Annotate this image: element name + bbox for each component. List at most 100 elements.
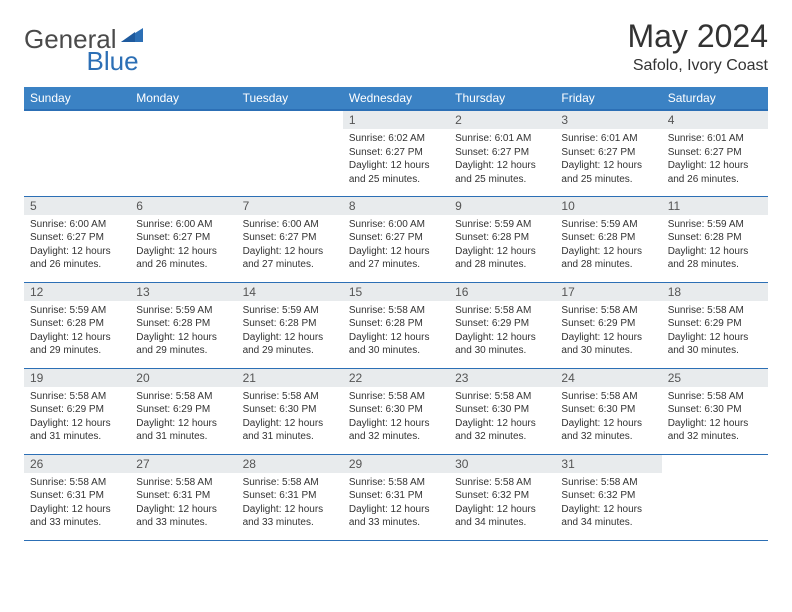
day-header-wednesday: Wednesday [343,87,449,110]
day-number: 7 [237,197,343,215]
day-number: 14 [237,283,343,301]
day-number: 11 [662,197,768,215]
day-number: 13 [130,283,236,301]
day-number: 21 [237,369,343,387]
day-cell: 26Sunrise: 5:58 AMSunset: 6:31 PMDayligh… [24,454,130,540]
day-number: 9 [449,197,555,215]
location: Safolo, Ivory Coast [627,57,768,75]
day-content: Sunrise: 5:58 AMSunset: 6:29 PMDaylight:… [555,301,661,362]
day-number: 16 [449,283,555,301]
day-cell: 6Sunrise: 6:00 AMSunset: 6:27 PMDaylight… [130,196,236,282]
day-content: Sunrise: 6:00 AMSunset: 6:27 PMDaylight:… [237,215,343,276]
day-number: 24 [555,369,661,387]
calendar-week: 1Sunrise: 6:02 AMSunset: 6:27 PMDaylight… [24,110,768,196]
day-number: 3 [555,111,661,129]
day-cell: 5Sunrise: 6:00 AMSunset: 6:27 PMDaylight… [24,196,130,282]
day-cell: 21Sunrise: 5:58 AMSunset: 6:30 PMDayligh… [237,368,343,454]
day-cell: 30Sunrise: 5:58 AMSunset: 6:32 PMDayligh… [449,454,555,540]
day-header-saturday: Saturday [662,87,768,110]
day-content: Sunrise: 5:58 AMSunset: 6:30 PMDaylight:… [662,387,768,448]
day-header-tuesday: Tuesday [237,87,343,110]
day-cell: 20Sunrise: 5:58 AMSunset: 6:29 PMDayligh… [130,368,236,454]
day-header-friday: Friday [555,87,661,110]
day-content: Sunrise: 6:01 AMSunset: 6:27 PMDaylight:… [449,129,555,190]
day-header-monday: Monday [130,87,236,110]
day-content: Sunrise: 6:02 AMSunset: 6:27 PMDaylight:… [343,129,449,190]
day-number: 30 [449,455,555,473]
day-number: 31 [555,455,661,473]
day-cell: 3Sunrise: 6:01 AMSunset: 6:27 PMDaylight… [555,110,661,196]
day-header-row: SundayMondayTuesdayWednesdayThursdayFrid… [24,87,768,110]
day-cell: 31Sunrise: 5:58 AMSunset: 6:32 PMDayligh… [555,454,661,540]
day-content: Sunrise: 6:00 AMSunset: 6:27 PMDaylight:… [24,215,130,276]
day-number: 19 [24,369,130,387]
day-content: Sunrise: 5:59 AMSunset: 6:28 PMDaylight:… [555,215,661,276]
calendar-week: 19Sunrise: 5:58 AMSunset: 6:29 PMDayligh… [24,368,768,454]
day-number: 15 [343,283,449,301]
day-cell: 18Sunrise: 5:58 AMSunset: 6:29 PMDayligh… [662,282,768,368]
empty-day-cell [662,454,768,540]
calendar-week: 12 Sunrise: 5:59 AMSunset: 6:28 PMDayligh… [24,282,768,368]
day-cell: 22Sunrise: 5:58 AMSunset: 6:30 PMDayligh… [343,368,449,454]
title-block: May 2024 Safolo, Ivory Coast [627,18,768,75]
empty-day-cell [237,110,343,196]
day-content: Sunrise: 5:58 AMSunset: 6:29 PMDaylight:… [24,387,130,448]
logo-triangle-icon [121,24,143,47]
day-number: 6 [130,197,236,215]
day-content: Sunrise: 5:58 AMSunset: 6:32 PMDaylight:… [555,473,661,534]
day-number: 29 [343,455,449,473]
day-cell: 17Sunrise: 5:58 AMSunset: 6:29 PMDayligh… [555,282,661,368]
calendar-table: SundayMondayTuesdayWednesdayThursdayFrid… [24,87,768,541]
day-content: Sunrise: 6:01 AMSunset: 6:27 PMDaylight:… [555,129,661,190]
day-content: Sunrise: 5:59 AMSunset: 6:28 PMDaylight:… [662,215,768,276]
logo: General Blue [24,24,197,55]
day-content: Sunrise: 5:58 AMSunset: 6:31 PMDaylight:… [237,473,343,534]
day-number: 5 [24,197,130,215]
day-number: 25 [662,369,768,387]
day-cell: 27Sunrise: 5:58 AMSunset: 6:31 PMDayligh… [130,454,236,540]
day-content: Sunrise: 5:58 AMSunset: 6:31 PMDaylight:… [24,473,130,534]
day-number: 4 [662,111,768,129]
day-cell: 16Sunrise: 5:58 AMSunset: 6:29 PMDayligh… [449,282,555,368]
day-content: Sunrise: 5:58 AMSunset: 6:31 PMDaylight:… [343,473,449,534]
day-number: 18 [662,283,768,301]
day-cell: 12Sunrise: 5:59 AMSunset: 6:28 PMDayligh… [24,282,130,368]
empty-day-cell [130,110,236,196]
day-content: Sunrise: 5:58 AMSunset: 6:30 PMDaylight:… [449,387,555,448]
day-cell: 7Sunrise: 6:00 AMSunset: 6:27 PMDaylight… [237,196,343,282]
day-content: Sunrise: 5:58 AMSunset: 6:29 PMDaylight:… [449,301,555,362]
day-content: Sunrise: 5:59 AMSunset: 6:28 PMDaylight:… [237,301,343,362]
day-number: 22 [343,369,449,387]
day-number: 27 [130,455,236,473]
day-content: Sunrise: 6:01 AMSunset: 6:27 PMDaylight:… [662,129,768,190]
empty-day-cell [24,110,130,196]
day-number: 10 [555,197,661,215]
calendar-week: 26Sunrise: 5:58 AMSunset: 6:31 PMDayligh… [24,454,768,540]
day-number: 1 [343,111,449,129]
day-content: Sunrise: 5:58 AMSunset: 6:30 PMDaylight:… [237,387,343,448]
day-number: 12 [24,283,130,301]
day-cell: 29Sunrise: 5:58 AMSunset: 6:31 PMDayligh… [343,454,449,540]
page-header: General Blue May 2024 Safolo, Ivory Coas… [24,18,768,75]
day-content: Sunrise: 5:58 AMSunset: 6:28 PMDaylight:… [343,301,449,362]
calendar-week: 5Sunrise: 6:00 AMSunset: 6:27 PMDaylight… [24,196,768,282]
day-cell: 15Sunrise: 5:58 AMSunset: 6:28 PMDayligh… [343,282,449,368]
day-number: 28 [237,455,343,473]
day-cell: 19Sunrise: 5:58 AMSunset: 6:29 PMDayligh… [24,368,130,454]
day-number: 17 [555,283,661,301]
day-cell: 9Sunrise: 5:59 AMSunset: 6:28 PMDaylight… [449,196,555,282]
day-cell: 1Sunrise: 6:02 AMSunset: 6:27 PMDaylight… [343,110,449,196]
day-content: Sunrise: 5:58 AMSunset: 6:30 PMDaylight:… [343,387,449,448]
day-cell: 2Sunrise: 6:01 AMSunset: 6:27 PMDaylight… [449,110,555,196]
day-cell: 10Sunrise: 5:59 AMSunset: 6:28 PMDayligh… [555,196,661,282]
logo-text-blue: Blue [87,46,139,77]
day-cell: 13Sunrise: 5:59 AMSunset: 6:28 PMDayligh… [130,282,236,368]
day-content: Sunrise: 5:58 AMSunset: 6:30 PMDaylight:… [555,387,661,448]
day-content: Sunrise: 6:00 AMSunset: 6:27 PMDaylight:… [343,215,449,276]
day-cell: 14Sunrise: 5:59 AMSunset: 6:28 PMDayligh… [237,282,343,368]
day-header-thursday: Thursday [449,87,555,110]
day-cell: 23Sunrise: 5:58 AMSunset: 6:30 PMDayligh… [449,368,555,454]
day-number: 20 [130,369,236,387]
day-number: 26 [24,455,130,473]
day-content: Sunrise: 5:58 AMSunset: 6:32 PMDaylight:… [449,473,555,534]
